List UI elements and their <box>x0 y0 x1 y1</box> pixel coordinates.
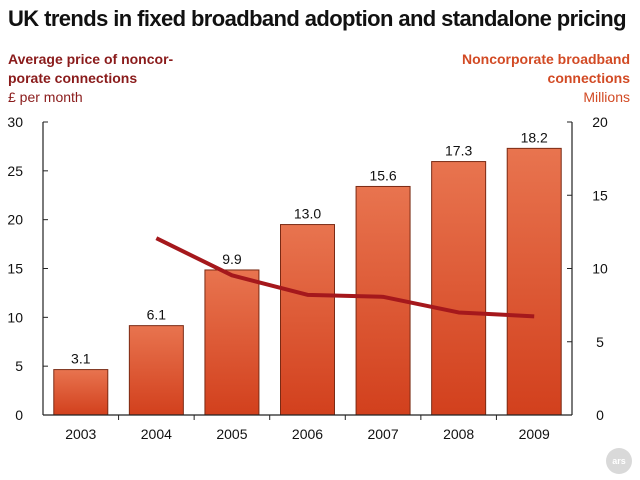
right-axis-unit: Millions <box>583 89 630 105</box>
bar-value-label: 13.0 <box>294 206 321 222</box>
bar <box>280 224 335 416</box>
left-tick-label: 30 <box>7 114 23 130</box>
left-axis-unit: £ per month <box>8 89 83 105</box>
x-tick-label: 2008 <box>443 426 474 442</box>
right-tick-label: 0 <box>596 407 604 423</box>
bar <box>506 147 562 416</box>
axes-group: 0 5 10 15 20 25 30 0 5 10 15 20 2003 2004 2005 2006 2007… <box>7 114 608 442</box>
left-tick-label: 15 <box>7 261 23 277</box>
right-tick-label: 20 <box>592 114 608 130</box>
left-tick-label: 5 <box>15 358 23 374</box>
bar <box>204 269 260 416</box>
right-tick-label: 5 <box>596 334 604 350</box>
left-tick-label: 0 <box>15 407 23 423</box>
bar <box>53 369 109 416</box>
x-tick-label: 2007 <box>367 426 398 442</box>
right-tick-label: 10 <box>592 261 608 277</box>
bar-group <box>53 147 562 416</box>
left-tick-label: 10 <box>7 309 23 325</box>
bar-value-label: 18.2 <box>521 129 548 145</box>
right-tick-label: 15 <box>592 187 608 203</box>
right-axis-label-line1: Noncorporate broadband <box>461 51 630 67</box>
bar <box>431 161 487 416</box>
x-tick-label: 2005 <box>216 426 247 442</box>
bar <box>128 325 184 416</box>
left-axis-label-line1: Average price of noncor- <box>8 51 174 67</box>
x-tick-label: 2009 <box>519 426 550 442</box>
price-line <box>155 236 535 319</box>
line-group <box>155 236 535 319</box>
x-tick-label: 2003 <box>65 426 96 442</box>
left-tick-label: 20 <box>7 212 23 228</box>
bar-value-label: 17.3 <box>445 143 472 159</box>
bar-value-label: 6.1 <box>147 307 167 323</box>
x-tick-label: 2006 <box>292 426 323 442</box>
bar-label-group: 3.1 6.1 9.9 13.0 15.6 17.3 18.2 <box>71 129 548 366</box>
left-axis-label: Average price of noncor- porate connecti… <box>8 50 173 107</box>
right-axis-label: Noncorporate broadband connections Milli… <box>462 50 630 107</box>
x-tick-label: 2004 <box>141 426 172 442</box>
chart-title: UK trends in fixed broadband adoption an… <box>8 6 627 31</box>
bar-value-label: 3.1 <box>71 351 91 367</box>
left-axis-label-line2: porate connections <box>8 70 138 86</box>
ars-logo: ars <box>606 448 632 474</box>
right-axis-label-line2: connections <box>547 70 630 86</box>
left-tick-label: 25 <box>7 163 23 179</box>
bar-value-label: 9.9 <box>222 251 242 267</box>
bar-value-label: 15.6 <box>369 167 396 183</box>
